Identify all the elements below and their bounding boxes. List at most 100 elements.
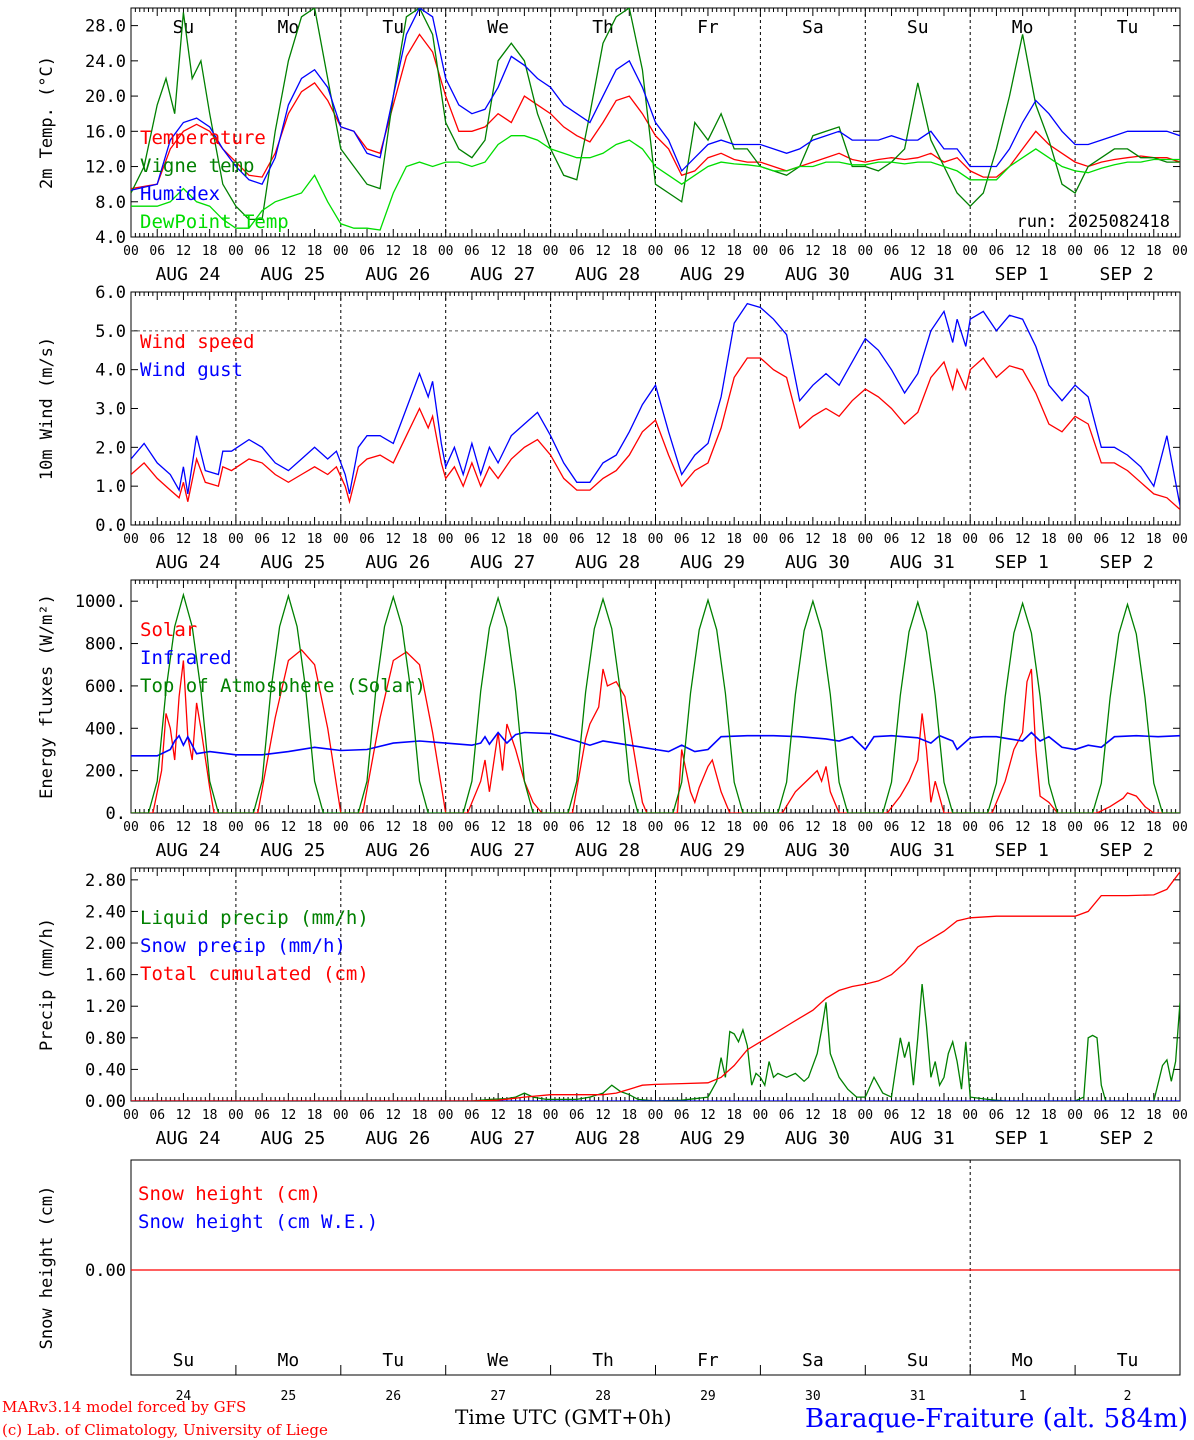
hour-label: 06 xyxy=(779,532,795,547)
y-axis-label: Energy fluxes (W/m²) xyxy=(37,594,57,799)
y-tick-label: 0.00 xyxy=(85,1092,126,1112)
hour-label: 18 xyxy=(1146,244,1162,259)
date-label: AUG 27 xyxy=(470,840,535,861)
hour-label: 12 xyxy=(385,820,401,835)
hour-label: 00 xyxy=(333,244,349,259)
hour-label: 12 xyxy=(1015,1108,1031,1123)
hour-label: 18 xyxy=(307,244,323,259)
hour-label: 18 xyxy=(936,820,952,835)
y-tick-label: 3.0 xyxy=(95,400,126,420)
date-label: AUG 30 xyxy=(785,1128,850,1149)
date-label: AUG 24 xyxy=(155,1128,220,1149)
hour-label: 06 xyxy=(149,820,165,835)
hour-label: 06 xyxy=(674,1108,690,1123)
weekday-label: Mo xyxy=(278,1350,300,1371)
hour-label: 06 xyxy=(149,244,165,259)
weekday-label: Fr xyxy=(697,1350,719,1371)
legend-entry: Solar xyxy=(140,619,197,641)
date-label: AUG 29 xyxy=(680,552,745,573)
hour-label: 06 xyxy=(989,244,1005,259)
date-label: AUG 26 xyxy=(365,840,430,861)
hour-label: 12 xyxy=(281,1108,297,1123)
hour-label: 18 xyxy=(412,244,428,259)
hour-label: 18 xyxy=(621,244,637,259)
hour-label: 12 xyxy=(700,820,716,835)
y-tick-label: 2.40 xyxy=(85,902,126,922)
hour-label: 06 xyxy=(569,532,585,547)
hour-label: 12 xyxy=(385,532,401,547)
hour-label: 12 xyxy=(176,820,192,835)
hour-label: 18 xyxy=(412,820,428,835)
hour-label: 12 xyxy=(281,532,297,547)
hour-label: 12 xyxy=(1015,820,1031,835)
hour-label: 06 xyxy=(254,532,270,547)
hour-label: 18 xyxy=(1041,532,1057,547)
y-tick-label: 200. xyxy=(85,762,126,782)
hour-label: 00 xyxy=(333,1108,349,1123)
model-credit: MARv3.14 model forced by GFS xyxy=(2,1398,246,1416)
hour-label: 12 xyxy=(1120,1108,1136,1123)
hour-label: 06 xyxy=(884,532,900,547)
hour-label: 18 xyxy=(621,820,637,835)
hour-label: 06 xyxy=(779,820,795,835)
date-label: AUG 24 xyxy=(155,552,220,573)
date-label: AUG 30 xyxy=(785,552,850,573)
hour-label: 00 xyxy=(1172,532,1188,547)
y-tick-label: 20.0 xyxy=(85,87,126,107)
hour-label: 00 xyxy=(857,820,873,835)
hour-label: 18 xyxy=(412,532,428,547)
series-group xyxy=(131,8,1180,231)
panel-5: 0.00 Snow height (cm) Su 24 Mo 25 Tu 26 We 27 Th 28… xyxy=(37,1159,1181,1404)
day-number: 2 xyxy=(1124,1389,1132,1404)
date-label: AUG 29 xyxy=(680,264,745,285)
station-title: Baraque-Fraiture (alt. 584m) xyxy=(805,1404,1188,1434)
hour-label: 00 xyxy=(753,244,769,259)
legend-entry: Snow precip (mm/h) xyxy=(140,935,346,957)
series-line xyxy=(131,8,1180,191)
hour-label: 12 xyxy=(176,1108,192,1123)
hour-label: 06 xyxy=(884,1108,900,1123)
hour-label: 18 xyxy=(307,1108,323,1123)
legend-entry: Top of Atmosphere (Solar) xyxy=(140,675,426,697)
weekday-label: Su xyxy=(907,1350,929,1371)
hour-label: 12 xyxy=(700,1108,716,1123)
hour-label: 12 xyxy=(1015,244,1031,259)
hour-label: 18 xyxy=(1041,244,1057,259)
y-tick-label: 4.0 xyxy=(95,228,126,248)
panel-4: 0.00 0.40 0.80 1.20 1.60 2.00 2.40 2.80 Precip (… xyxy=(37,867,1188,1149)
hour-label: 12 xyxy=(1015,532,1031,547)
date-label: AUG 30 xyxy=(785,840,850,861)
date-label: AUG 28 xyxy=(575,552,640,573)
hour-label: 18 xyxy=(1146,820,1162,835)
series-line xyxy=(131,649,1180,813)
hour-label: 00 xyxy=(1067,820,1083,835)
date-label: SEP 2 xyxy=(1100,264,1154,285)
hour-label: 00 xyxy=(543,820,559,835)
hour-label: 06 xyxy=(464,244,480,259)
weekday-label: Mo xyxy=(1012,17,1034,38)
hour-label: 18 xyxy=(307,820,323,835)
hour-label: 06 xyxy=(1093,244,1109,259)
date-label: SEP 2 xyxy=(1100,1128,1154,1149)
hour-label: 00 xyxy=(228,1108,244,1123)
weekday-label: Su xyxy=(173,1350,195,1371)
date-label: AUG 31 xyxy=(890,264,955,285)
hour-label: 06 xyxy=(254,820,270,835)
hour-label: 18 xyxy=(621,532,637,547)
hour-label: 00 xyxy=(1067,1108,1083,1123)
date-label: SEP 2 xyxy=(1100,840,1154,861)
hour-label: 00 xyxy=(228,244,244,259)
weekday-label: Mo xyxy=(278,17,300,38)
weekday-label: Sa xyxy=(802,17,824,38)
hour-label: 18 xyxy=(726,820,742,835)
weekday-label: Th xyxy=(592,1350,614,1371)
weekday-label: Tu xyxy=(382,17,404,38)
hour-label: 12 xyxy=(1120,532,1136,547)
date-label: AUG 31 xyxy=(890,840,955,861)
hour-label: 18 xyxy=(1146,1108,1162,1123)
y-tick-label: 6.0 xyxy=(95,283,126,303)
date-label: AUG 25 xyxy=(260,264,325,285)
hour-label: 12 xyxy=(176,532,192,547)
hour-label: 06 xyxy=(359,1108,375,1123)
